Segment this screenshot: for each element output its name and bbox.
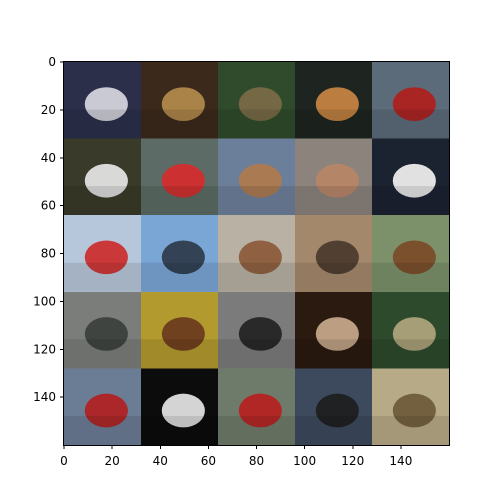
tile-shade <box>218 186 295 215</box>
tile-shade <box>372 109 449 138</box>
image-tile <box>295 368 372 445</box>
tile-shade <box>218 339 295 368</box>
image-tile <box>64 139 141 216</box>
tile-shade <box>218 109 295 138</box>
image-tile <box>141 139 218 216</box>
image-tile <box>295 62 372 139</box>
tile-shade <box>295 339 372 368</box>
image-tile <box>295 292 372 369</box>
image-tile <box>141 62 218 139</box>
image-tile <box>218 368 295 445</box>
y-tick-label: 0 <box>48 55 56 69</box>
y-tick-label: 60 <box>41 199 56 213</box>
image-tile <box>141 292 218 369</box>
image-tile <box>218 62 295 139</box>
image-tile <box>141 368 218 445</box>
tile-shade <box>218 416 295 445</box>
image-tile <box>372 292 449 369</box>
tile-shade <box>141 339 218 368</box>
x-tick-label: 0 <box>60 454 68 468</box>
image-tile <box>64 368 141 445</box>
tile-shade <box>64 186 141 215</box>
tile-shade <box>64 109 141 138</box>
y-tick-label: 80 <box>41 247 56 261</box>
x-tick-label: 140 <box>389 454 412 468</box>
image-grid <box>64 62 449 445</box>
image-tile <box>64 62 141 139</box>
image-tile <box>372 62 449 139</box>
tile-shade <box>295 186 372 215</box>
image-tile <box>372 215 449 292</box>
tile-shade <box>295 416 372 445</box>
image-tile <box>64 292 141 369</box>
image-tile <box>64 215 141 292</box>
image-tile <box>218 139 295 216</box>
x-tick-label: 120 <box>341 454 364 468</box>
tile-shade <box>141 186 218 215</box>
x-tick-label: 40 <box>153 454 168 468</box>
image-tile <box>295 215 372 292</box>
tile-shade <box>141 263 218 292</box>
tile-shade <box>372 339 449 368</box>
image-tile <box>372 368 449 445</box>
tile-shade <box>218 263 295 292</box>
x-tick-label: 20 <box>104 454 119 468</box>
tile-shade <box>64 339 141 368</box>
tile-shade <box>295 263 372 292</box>
tile-shade <box>141 109 218 138</box>
y-tick-label: 120 <box>33 342 56 356</box>
tile-shade <box>295 109 372 138</box>
x-tick-label: 100 <box>293 454 316 468</box>
image-tile <box>218 292 295 369</box>
image-tile <box>218 215 295 292</box>
tile-shade <box>141 416 218 445</box>
tile-shade <box>372 416 449 445</box>
x-tick-label: 80 <box>249 454 264 468</box>
tile-shade <box>64 263 141 292</box>
image-tile <box>141 215 218 292</box>
y-tick-label: 140 <box>33 390 56 404</box>
image-tile <box>295 139 372 216</box>
x-tick-label: 60 <box>201 454 216 468</box>
tile-shade <box>372 186 449 215</box>
image-tile <box>372 139 449 216</box>
tile-shade <box>372 263 449 292</box>
y-tick-label: 20 <box>41 103 56 117</box>
y-tick-label: 40 <box>41 151 56 165</box>
y-tick-label: 100 <box>33 294 56 308</box>
tile-shade <box>64 416 141 445</box>
